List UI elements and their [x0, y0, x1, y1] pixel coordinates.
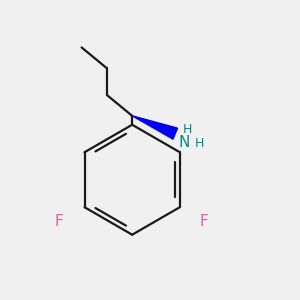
Text: N: N	[178, 135, 190, 150]
Text: F: F	[199, 214, 208, 230]
Text: F: F	[55, 214, 64, 230]
Text: H: H	[195, 137, 205, 150]
Text: H: H	[182, 123, 192, 136]
Polygon shape	[132, 116, 178, 139]
